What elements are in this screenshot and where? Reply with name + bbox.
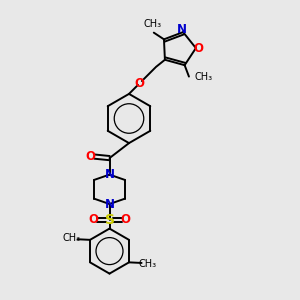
Text: CH₃: CH₃ <box>194 72 212 82</box>
Text: N: N <box>104 197 115 211</box>
Text: N: N <box>177 23 187 36</box>
Text: CH₃: CH₃ <box>143 19 161 29</box>
Text: CH₃: CH₃ <box>139 260 157 269</box>
Text: O: O <box>193 42 203 55</box>
Text: O: O <box>85 150 95 163</box>
Text: O: O <box>134 77 145 90</box>
Text: N: N <box>104 168 115 181</box>
Text: S: S <box>104 213 115 226</box>
Text: O: O <box>88 213 99 226</box>
Text: O: O <box>120 213 130 226</box>
Text: CH₃: CH₃ <box>62 233 80 243</box>
